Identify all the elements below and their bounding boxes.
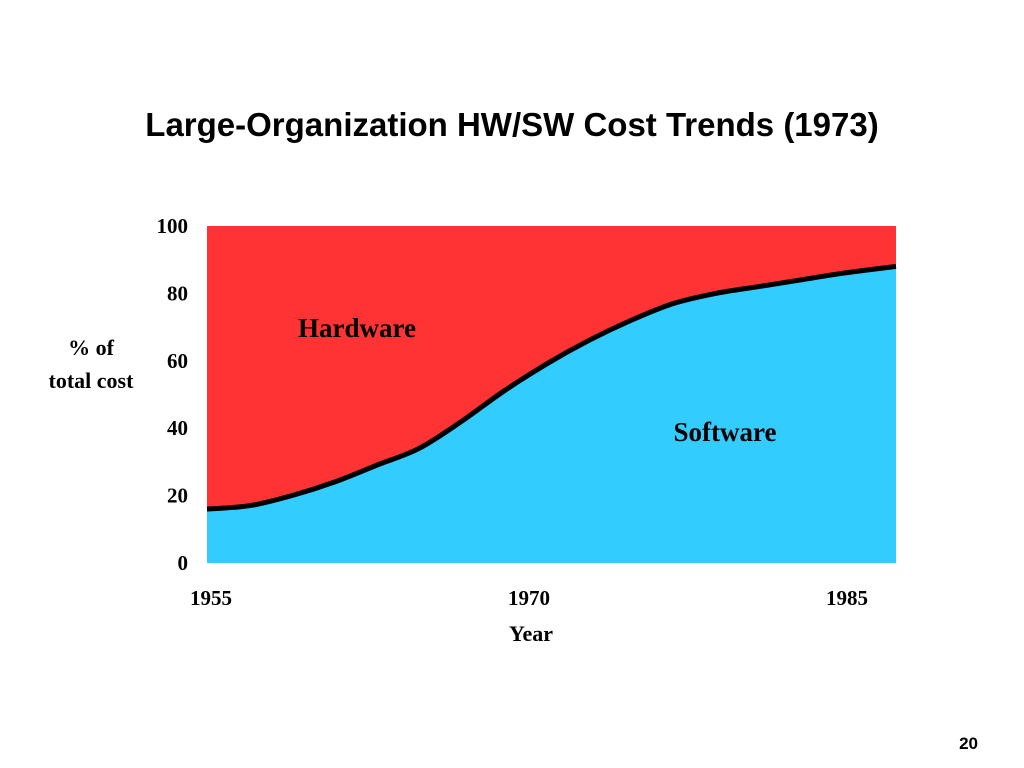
plot-area xyxy=(206,226,897,563)
x-tick-label: 1955 xyxy=(190,586,232,610)
y-tick-label: 100 xyxy=(157,214,189,238)
software-area-label: Software xyxy=(674,417,777,447)
software-area xyxy=(207,266,896,563)
y-tick-label: 80 xyxy=(167,281,188,305)
y-tick-label: 40 xyxy=(167,416,188,440)
y-tick-label: 60 xyxy=(167,349,188,373)
hardware-area-label: Hardware xyxy=(298,313,416,343)
x-axis-label: Year xyxy=(509,621,553,646)
y-tick-label: 20 xyxy=(167,484,188,508)
x-axis-ticks: 1955 1970 1985 xyxy=(190,586,868,610)
slide-title: Large-Organization HW/SW Cost Trends (19… xyxy=(145,106,879,143)
y-axis-label-line-2: total cost xyxy=(49,368,135,393)
y-axis-ticks: 0 20 40 60 80 100 xyxy=(157,214,189,575)
page-number: 20 xyxy=(959,734,978,753)
y-axis-label-line-1: % of xyxy=(68,335,115,360)
x-tick-label: 1985 xyxy=(826,586,868,610)
y-tick-label: 0 xyxy=(178,551,189,575)
hw-sw-boundary-line xyxy=(206,263,897,512)
x-tick-label: 1970 xyxy=(508,586,550,610)
